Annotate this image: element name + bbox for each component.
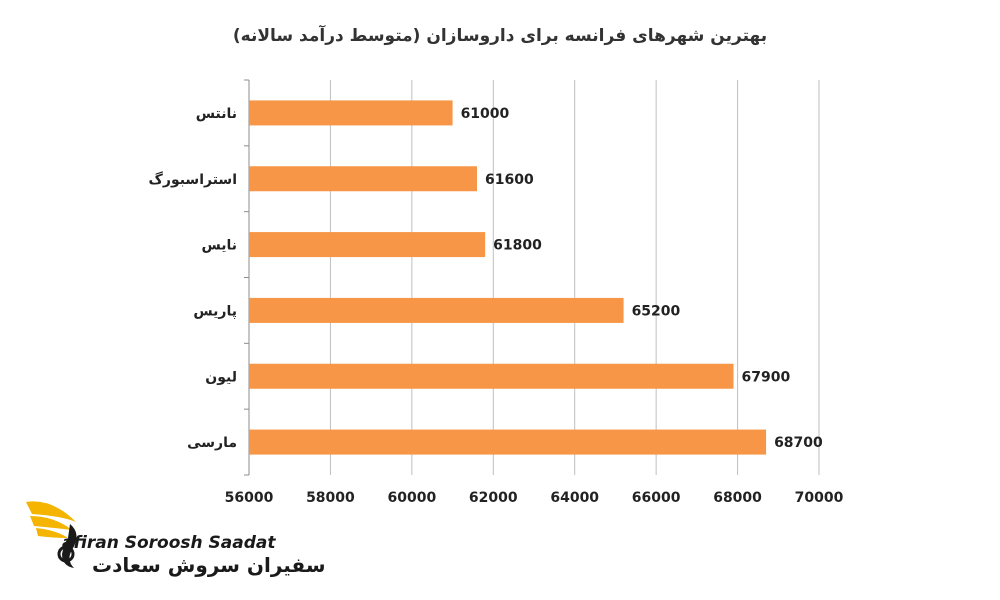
x-tick-label: 68000: [713, 490, 762, 506]
x-tick-label: 58000: [306, 490, 355, 506]
bar: [249, 429, 767, 455]
category-label: مارسی: [187, 435, 237, 451]
bar: [249, 363, 734, 389]
category-label: استراسبورگ: [149, 171, 237, 188]
logo-persian-text: سفیران سروش سعادت: [92, 553, 326, 577]
category-label: لیون: [205, 369, 237, 385]
bar: [249, 232, 486, 258]
bird-logo-icon: [26, 501, 77, 568]
x-tick-label: 60000: [387, 490, 436, 506]
x-tick-label: 70000: [795, 490, 844, 506]
category-label: نانتس: [196, 106, 237, 122]
x-tick-label: 56000: [225, 490, 274, 506]
logo-english-text: afiran Soroosh Saadat: [62, 533, 276, 553]
x-tick-label: 64000: [550, 490, 599, 506]
data-label: 65200: [632, 303, 681, 319]
x-tick-label: 62000: [469, 490, 518, 506]
labels: 56000 58000 60000 62000 64000 66000 68000 70000…: [149, 106, 844, 506]
axis-lines: [244, 79, 250, 476]
grid-lines: [329, 80, 820, 475]
company-logo: [22, 494, 302, 584]
data-label: 61800: [493, 238, 542, 254]
bar: [249, 166, 477, 192]
bars: [249, 100, 767, 455]
data-label: 68700: [774, 435, 823, 451]
category-label: پاریس: [193, 303, 237, 319]
data-label: 61000: [461, 106, 510, 122]
data-label: 67900: [742, 369, 791, 385]
bar: [249, 100, 453, 126]
bar: [249, 297, 624, 323]
x-tick-label: 66000: [632, 490, 681, 506]
data-label: 61600: [485, 172, 534, 188]
chart-title: بهترین شهرهای فرانسه برای داروسازان (متو…: [232, 26, 768, 46]
category-label: نایس: [201, 238, 237, 254]
